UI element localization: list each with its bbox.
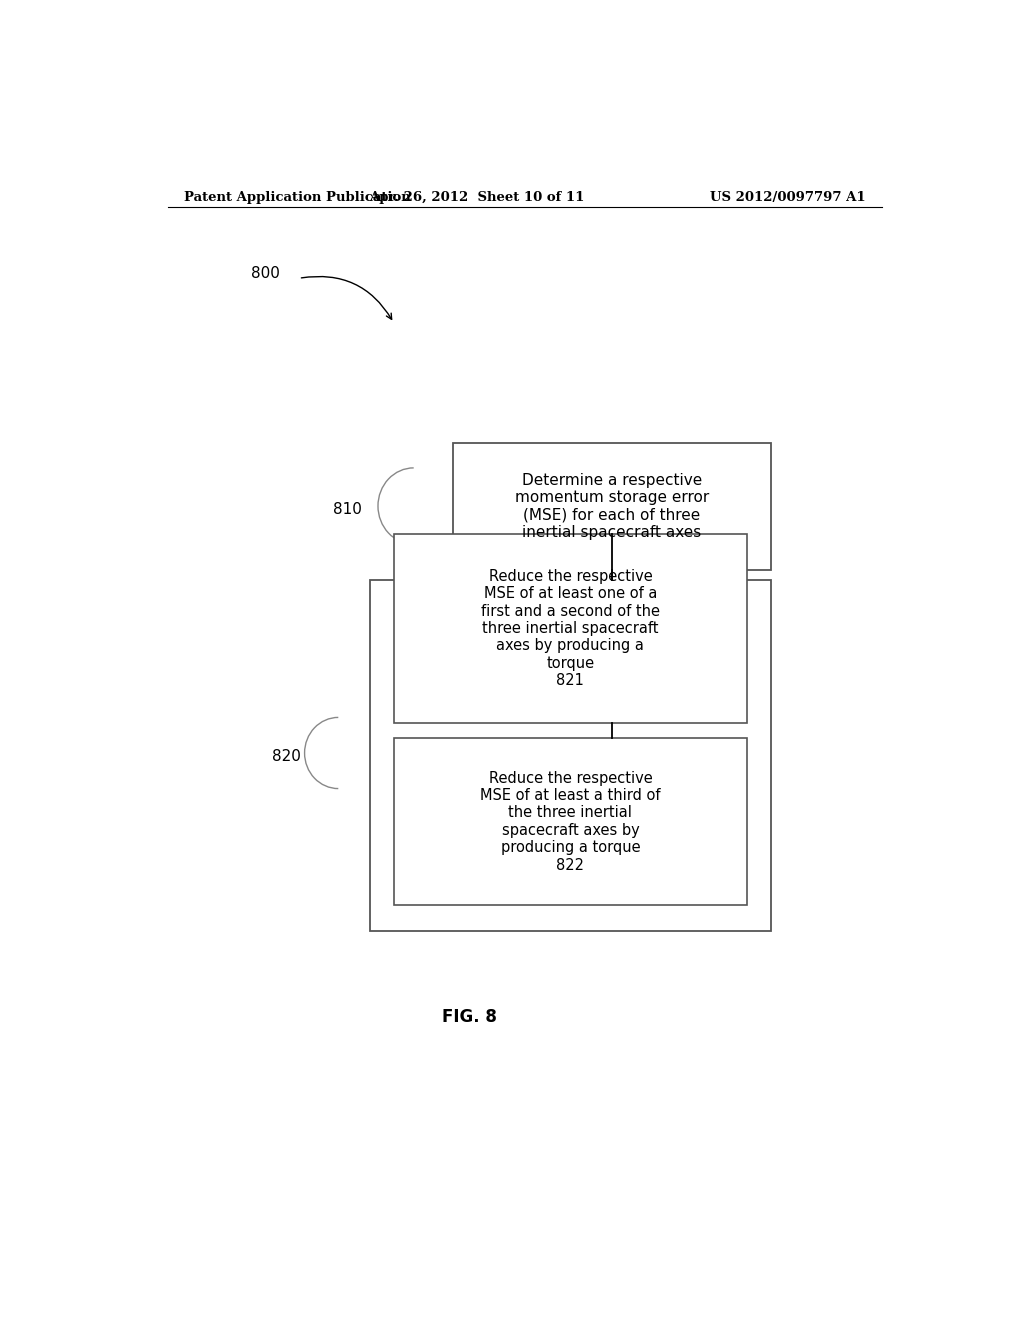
Text: Apr. 26, 2012  Sheet 10 of 11: Apr. 26, 2012 Sheet 10 of 11 — [370, 190, 585, 203]
Text: Reduce the respective
MSE of at least one of a
first and a second of the
three i: Reduce the respective MSE of at least on… — [481, 569, 659, 688]
Text: Determine a respective
momentum storage error
(MSE) for each of three
inertial s: Determine a respective momentum storage … — [515, 473, 710, 540]
Bar — [394, 535, 748, 722]
Text: US 2012/0097797 A1: US 2012/0097797 A1 — [711, 190, 866, 203]
Text: Reduce the respective
MSE of at least a third of
the three inertial
spacecraft a: Reduce the respective MSE of at least a … — [480, 771, 660, 873]
Bar — [394, 738, 748, 906]
Text: 800: 800 — [251, 265, 280, 281]
Text: Patent Application Publication: Patent Application Publication — [183, 190, 411, 203]
FancyArrowPatch shape — [301, 276, 391, 319]
Bar — [370, 581, 771, 931]
Bar — [454, 444, 771, 570]
Text: 820: 820 — [272, 748, 301, 763]
Text: FIG. 8: FIG. 8 — [441, 1008, 497, 1026]
Text: 810: 810 — [333, 502, 362, 516]
